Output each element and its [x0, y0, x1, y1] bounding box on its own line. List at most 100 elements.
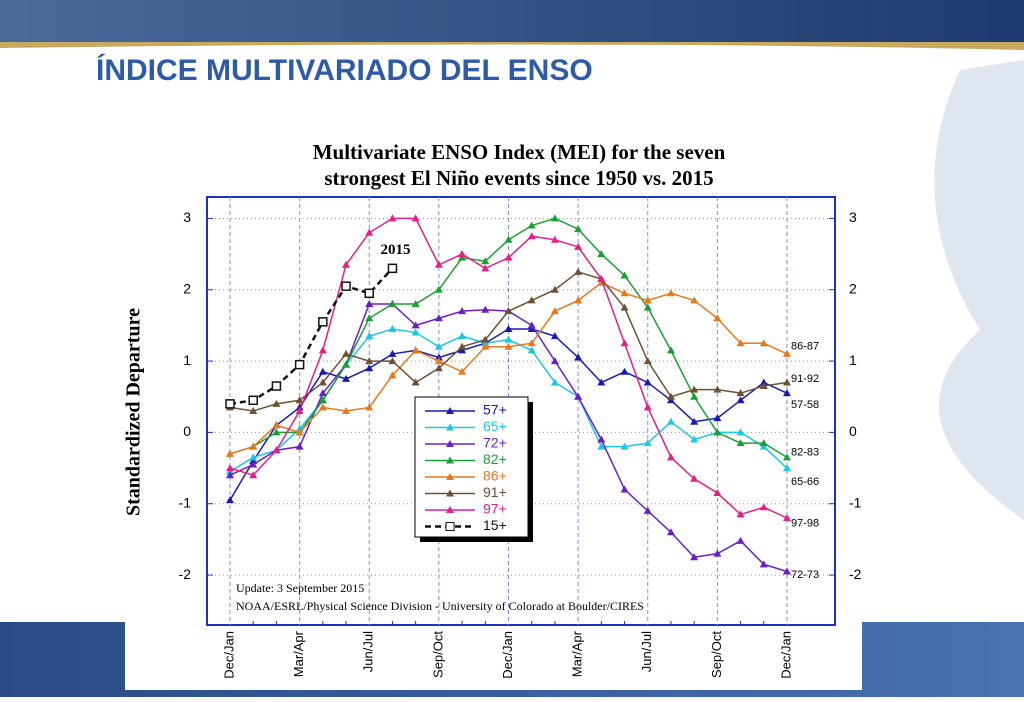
marker — [597, 378, 606, 386]
marker — [481, 305, 490, 313]
marker — [666, 417, 675, 425]
marker — [458, 307, 467, 315]
marker — [759, 439, 768, 447]
marker — [574, 353, 583, 361]
x-tick-label: Jun/Jul — [361, 631, 376, 672]
marker — [504, 307, 513, 315]
marker — [713, 385, 722, 393]
decor — [934, 60, 1024, 520]
marker — [574, 392, 583, 400]
annotation: 86-87 — [791, 341, 819, 353]
marker — [249, 471, 258, 479]
marker — [759, 560, 768, 568]
marker — [481, 257, 490, 265]
marker — [388, 371, 397, 379]
marker — [620, 339, 629, 347]
y-axis-label: Standardized Departure — [123, 308, 145, 516]
marker — [736, 396, 745, 404]
marker — [295, 428, 304, 436]
marker — [527, 232, 536, 240]
marker — [620, 303, 629, 311]
marker — [620, 485, 629, 493]
marker — [690, 296, 699, 304]
marker — [666, 528, 675, 536]
marker — [620, 442, 629, 450]
legend — [414, 396, 529, 538]
legend-marker — [446, 440, 454, 447]
marker — [411, 328, 420, 336]
marker — [666, 346, 675, 354]
annotation: 97-98 — [791, 518, 819, 530]
chart-title: Multivariate ENSO Index (MEI) for the se… — [313, 140, 726, 164]
marker — [295, 442, 304, 450]
x-tick-label: Sep/Oct — [430, 631, 445, 678]
marker — [365, 332, 374, 340]
marker — [643, 296, 652, 304]
legend-marker — [446, 423, 454, 431]
marker — [481, 264, 490, 272]
y-tick-label: -2 — [179, 566, 192, 582]
marker — [527, 346, 536, 354]
annotation: 2015 — [380, 242, 410, 258]
marker — [458, 250, 467, 258]
marker — [736, 339, 745, 347]
marker — [783, 389, 791, 397]
marker — [295, 396, 304, 404]
marker — [690, 392, 699, 400]
marker — [759, 382, 768, 390]
marker — [550, 307, 559, 315]
marker — [458, 332, 467, 340]
y-tick-label-right: 3 — [849, 209, 857, 225]
marker — [434, 285, 443, 293]
marker — [666, 289, 675, 297]
marker — [643, 439, 652, 447]
annotation: 91-92 — [791, 373, 819, 385]
marker — [249, 442, 258, 450]
x-tick-label: Sep/Oct — [709, 631, 724, 678]
marker — [388, 300, 397, 307]
marker — [272, 446, 281, 454]
marker — [550, 357, 559, 365]
marker — [434, 357, 443, 365]
marker — [249, 407, 258, 414]
marker — [504, 253, 513, 261]
marker — [597, 442, 606, 450]
marker — [666, 392, 675, 400]
y-tick-label-right: 2 — [849, 280, 857, 296]
marker — [597, 435, 606, 443]
marker — [783, 378, 791, 386]
marker — [643, 403, 652, 411]
marker — [481, 339, 490, 347]
marker — [713, 414, 722, 422]
marker — [249, 453, 258, 461]
marker — [248, 395, 258, 406]
marker — [365, 228, 374, 236]
y-tick-label-right: -1 — [849, 494, 862, 510]
slide-title: ÍNDICE MULTIVARIADO DEL ENSO — [96, 53, 593, 87]
marker — [713, 489, 722, 497]
marker — [318, 403, 327, 411]
annotation: 82-83 — [791, 446, 819, 458]
marker — [342, 407, 351, 414]
marker — [249, 460, 258, 468]
note: Update: 3 September 2015 — [236, 581, 364, 595]
marker — [458, 253, 467, 261]
marker — [527, 339, 536, 347]
annotation: 65-66 — [791, 476, 819, 488]
marker — [504, 235, 513, 243]
legend-label: 65+ — [483, 418, 507, 434]
legend-label: 57+ — [483, 402, 507, 418]
marker — [736, 510, 745, 518]
marker — [690, 417, 699, 425]
marker — [690, 553, 699, 561]
marker — [550, 378, 559, 386]
marker — [527, 321, 536, 329]
legend-label: 97+ — [483, 501, 507, 517]
marker — [736, 439, 745, 447]
legend-marker — [446, 473, 454, 480]
legend-label: 82+ — [483, 451, 507, 467]
marker — [411, 300, 420, 307]
marker — [759, 339, 768, 347]
